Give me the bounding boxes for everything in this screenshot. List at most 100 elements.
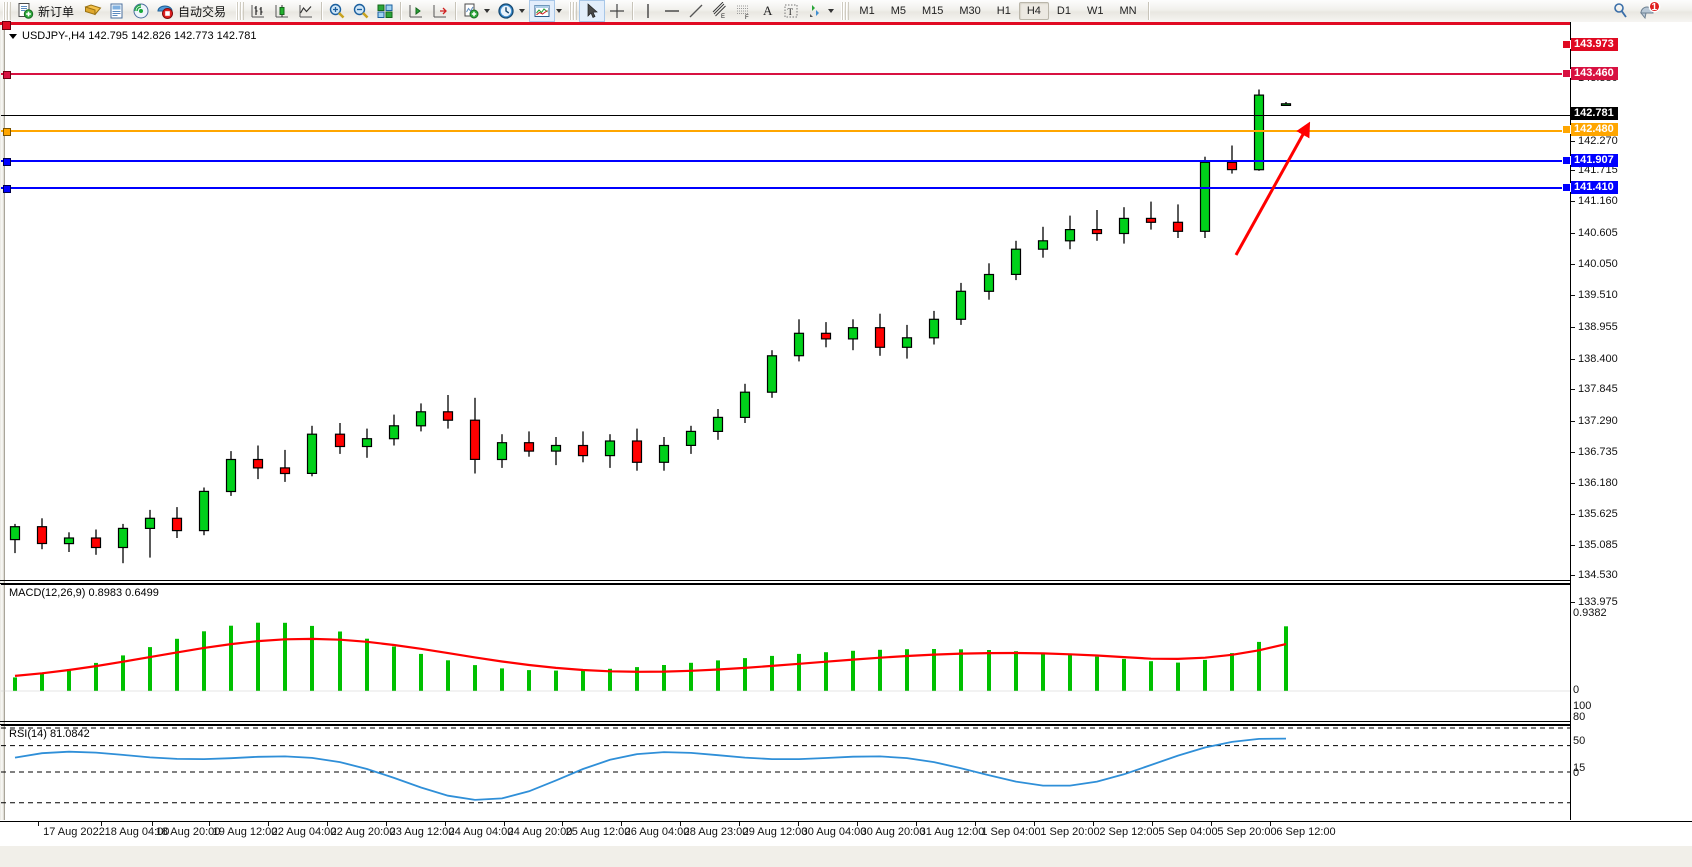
rsi-pane[interactable]: RSI(14) 81.0842 — [1, 725, 1570, 818]
bar-chart-button[interactable] — [246, 0, 270, 22]
chart-left-scrollbar[interactable] — [0, 22, 5, 820]
price-level-handle[interactable] — [1562, 183, 1571, 192]
time-axis[interactable]: 17 Aug 2022 18 Aug 04:00 18 Aug 20:00 19 Au… — [0, 821, 1692, 847]
time-tick-mark — [209, 822, 210, 826]
time-tick-mark — [327, 822, 328, 826]
support-handle-2[interactable] — [3, 185, 11, 193]
add-indicator-chevron-down-icon[interactable] — [484, 9, 491, 13]
toolbar-grip-2[interactable] — [236, 2, 245, 20]
support-handle-1[interactable] — [3, 158, 11, 166]
toolbar-separator-1 — [321, 2, 323, 20]
chart-shift-button[interactable] — [404, 0, 428, 22]
auto-scroll-button[interactable] — [428, 0, 452, 22]
price-level-label[interactable]: 143.973 — [1571, 38, 1618, 51]
timeframe-w1[interactable]: W1 — [1086, 5, 1104, 17]
main-toolbar: 新订单 自动交易 — [0, 0, 1692, 23]
shapes-button[interactable] — [803, 0, 827, 22]
pivot-handle[interactable] — [3, 128, 11, 136]
notification-count: 1 — [1651, 2, 1657, 13]
timeframe-d1[interactable]: D1 — [1056, 5, 1071, 17]
time-tick-mark — [562, 822, 563, 826]
time-tick-label: 30 Aug 20:00 — [860, 826, 926, 838]
zoom-in-button[interactable] — [325, 0, 349, 22]
signals-button[interactable] — [129, 0, 153, 22]
pivot-line[interactable] — [1, 130, 1570, 132]
vertical-line-button[interactable] — [636, 0, 660, 22]
timeframe-m15[interactable]: M15 — [921, 5, 944, 17]
notifications-button[interactable]: 1 — [1638, 0, 1662, 26]
price-level-handle[interactable] — [1562, 69, 1571, 78]
timeframe-h1[interactable]: H1 — [996, 5, 1011, 17]
search-button[interactable] — [1612, 2, 1630, 25]
time-tick-label: 24 Aug 04:00 — [448, 826, 514, 838]
time-tick-mark — [268, 822, 269, 826]
add-indicator-button[interactable] — [459, 0, 483, 22]
terminal-button[interactable] — [105, 0, 129, 22]
timeframe-h4[interactable]: H4 — [1018, 2, 1049, 20]
price-level-label[interactable]: 141.907 — [1571, 154, 1618, 167]
chart-area[interactable]: USDJPY-,H4 142.795 142.826 142.773 142.7… — [0, 21, 1692, 867]
time-tick-mark — [916, 822, 917, 826]
tile-windows-button[interactable] — [373, 0, 397, 22]
period-chevron-down-icon[interactable] — [519, 9, 526, 13]
text-label-button[interactable]: T — [779, 0, 803, 22]
pane-divider-2b — [0, 724, 1570, 725]
price-level-label[interactable]: 143.460 — [1571, 67, 1618, 80]
price-level-handle[interactable] — [1562, 125, 1571, 134]
toolbar-grip-3[interactable] — [569, 2, 578, 20]
templates-chevron-down-icon[interactable] — [556, 9, 563, 13]
auto-trading-button[interactable]: 自动交易 — [153, 0, 233, 22]
new-order-button[interactable]: 新订单 — [13, 0, 81, 22]
price-level-label[interactable]: 142.480 — [1571, 123, 1618, 136]
terminal-icon — [110, 3, 123, 19]
svg-text:F: F — [745, 15, 749, 20]
price-tick: 136.735 — [1571, 446, 1618, 458]
up-arrow-annotation[interactable] — [1, 25, 1570, 580]
price-level-handle[interactable] — [1562, 156, 1571, 165]
resistance-top-line[interactable] — [0, 21, 1570, 30]
resistance-line[interactable] — [1, 73, 1570, 75]
time-tick-mark — [680, 822, 681, 826]
toolbar-grip[interactable] — [3, 2, 11, 20]
timeframe-m1[interactable]: M1 — [859, 5, 875, 17]
time-tick-label: 19 Aug 12:00 — [212, 826, 278, 838]
timeframe-m5[interactable]: M5 — [890, 5, 906, 17]
crosshair-button[interactable] — [605, 0, 629, 22]
resistance-handle[interactable] — [3, 71, 11, 79]
collapse-triangle-icon[interactable] — [9, 33, 17, 39]
toolbar-grip-4[interactable] — [841, 2, 850, 20]
support-line-2[interactable] — [1, 187, 1570, 189]
fibonacci-button[interactable]: F — [732, 0, 756, 22]
support-line-1[interactable] — [1, 160, 1570, 162]
line-chart-button[interactable] — [294, 0, 318, 22]
horizontal-line-button[interactable] — [660, 0, 684, 22]
svg-text:T: T — [788, 7, 794, 17]
macd-axis-tick: 0 — [1573, 684, 1580, 696]
period-button[interactable] — [494, 0, 518, 22]
text-label-icon: T — [784, 4, 798, 18]
shapes-chevron-down-icon[interactable] — [828, 9, 835, 13]
candlestick-chart-button[interactable] — [270, 0, 294, 22]
folder-button[interactable] — [81, 0, 105, 22]
timeframe-mn[interactable]: MN — [1119, 5, 1137, 17]
text-button[interactable]: A — [756, 0, 779, 22]
macd-pane[interactable]: MACD(12,26,9) 0.8983 0.6499 — [1, 584, 1570, 723]
price-level-handle[interactable] — [1562, 40, 1571, 49]
candlestick-chart-icon — [275, 5, 289, 18]
time-tick-label: 25 Aug 12:00 — [565, 826, 631, 838]
templates-button[interactable] — [529, 0, 556, 22]
zoom-out-button[interactable] — [349, 0, 373, 22]
time-tick-label: 5 Sep 04:00 — [1158, 826, 1218, 838]
price-pane[interactable]: USDJPY-,H4 142.795 142.826 142.773 142.7… — [1, 25, 1570, 580]
equidistant-channel-button[interactable]: E — [708, 0, 732, 22]
shapes-icon — [810, 5, 820, 17]
price-axis[interactable]: 143.933143.380142.270141.715141.160140.6… — [1562, 22, 1692, 820]
resistance-top-handle[interactable] — [2, 21, 11, 30]
price-level-label[interactable]: 141.410 — [1571, 181, 1618, 194]
timeframe-m30[interactable]: M30 — [959, 5, 981, 17]
time-tick-label: 2 Sep 12:00 — [1099, 826, 1159, 838]
trendline-button[interactable] — [684, 0, 708, 22]
cursor-button[interactable] — [579, 0, 606, 22]
current-price-label[interactable]: 142.781 — [1571, 107, 1618, 120]
price-tick: 142.270 — [1571, 135, 1618, 147]
